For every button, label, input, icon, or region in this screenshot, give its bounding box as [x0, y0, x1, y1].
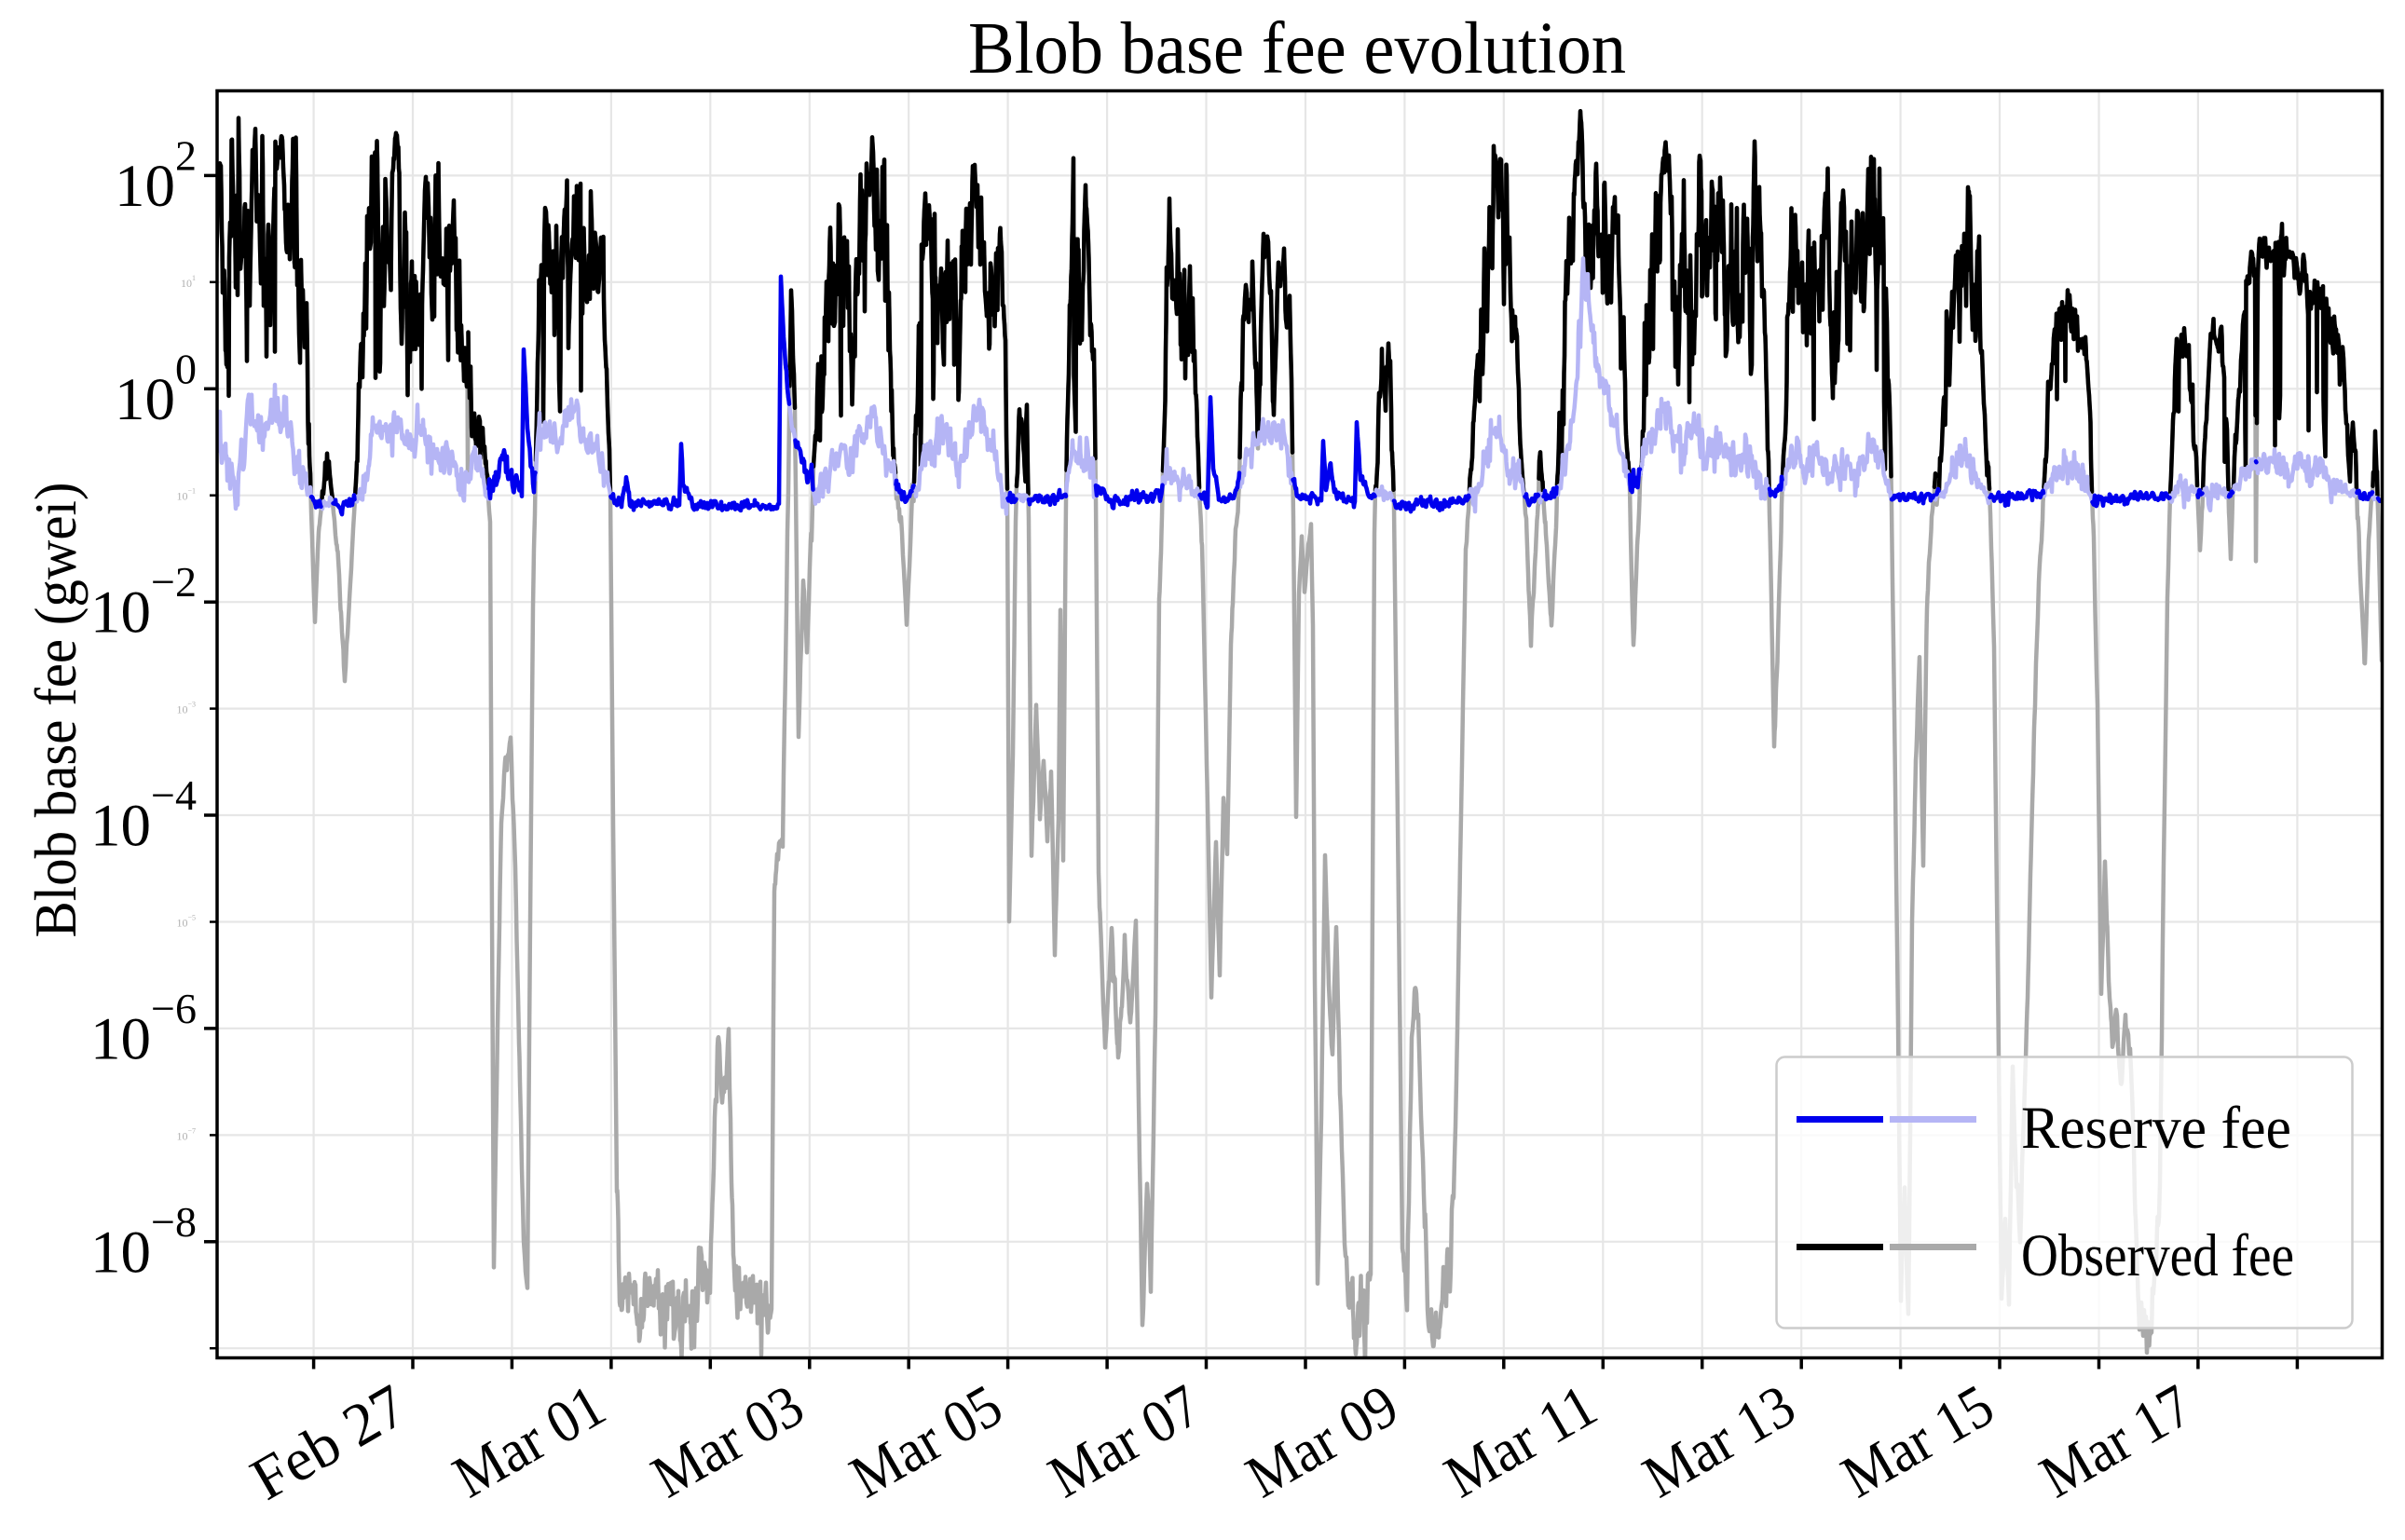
svg-text:Blob base fee evolution: Blob base fee evolution: [968, 8, 1626, 89]
svg-text:Reserve fee: Reserve fee: [2021, 1095, 2291, 1162]
svg-text:Blob base fee (gwei): Blob base fee (gwei): [23, 483, 89, 938]
svg-text:Observed fee: Observed fee: [2021, 1222, 2294, 1289]
